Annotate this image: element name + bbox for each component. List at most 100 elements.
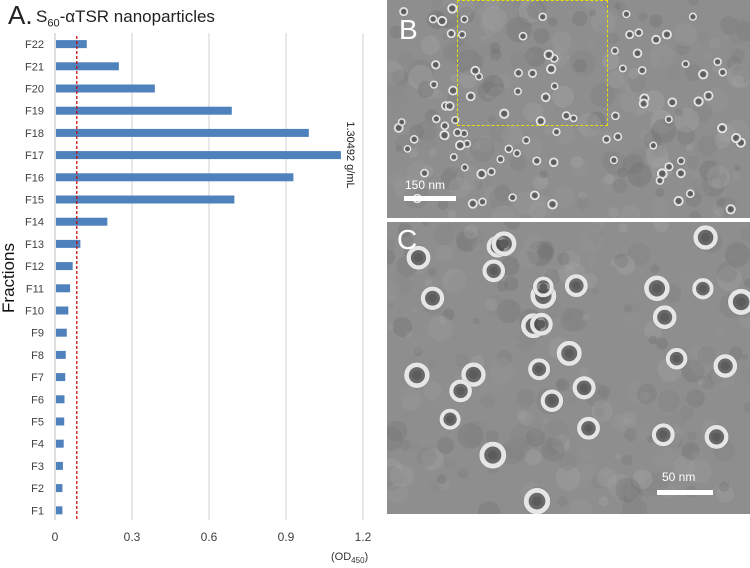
nanoparticle <box>561 111 571 121</box>
background-texture <box>715 207 725 217</box>
background-texture <box>736 20 750 41</box>
nanoparticle <box>491 230 517 257</box>
background-texture <box>502 124 523 146</box>
background-texture <box>392 275 412 296</box>
background-texture <box>411 307 418 314</box>
background-texture <box>713 204 723 214</box>
background-texture <box>732 75 744 87</box>
background-texture <box>559 452 577 471</box>
title-subscript: 60 <box>47 17 60 30</box>
unit-end: ) <box>364 551 369 563</box>
background-texture <box>504 222 521 230</box>
background-texture <box>697 378 705 386</box>
background-texture <box>552 434 571 453</box>
background-texture <box>585 39 596 49</box>
category-label: F19 <box>25 106 44 118</box>
background-texture <box>479 393 495 409</box>
background-texture <box>508 201 526 218</box>
background-texture <box>418 80 429 91</box>
background-texture <box>438 315 447 324</box>
title-rest: -αTSR nanoparticles <box>59 7 215 26</box>
background-texture <box>692 101 713 123</box>
background-texture <box>582 313 590 321</box>
background-texture <box>549 273 558 283</box>
background-texture <box>535 48 542 55</box>
background-texture <box>516 25 525 33</box>
background-texture <box>702 173 725 197</box>
background-texture <box>482 367 509 394</box>
nanoparticle <box>467 198 478 209</box>
background-texture <box>392 68 409 86</box>
category-label: F14 <box>25 217 44 229</box>
background-texture <box>556 378 570 392</box>
nanoparticle <box>703 90 714 101</box>
background-texture <box>484 295 508 319</box>
background-texture <box>697 135 718 156</box>
background-texture <box>632 469 653 490</box>
background-texture <box>513 0 521 9</box>
nanoparticle <box>513 68 524 78</box>
background-texture <box>618 223 628 233</box>
background-texture <box>716 266 742 292</box>
background-texture <box>529 0 549 12</box>
background-texture <box>597 467 617 488</box>
background-texture <box>679 143 687 151</box>
background-texture <box>716 197 726 207</box>
bar <box>56 195 235 204</box>
background-texture <box>586 254 597 266</box>
background-texture <box>482 6 507 31</box>
nanoparticle <box>676 156 686 166</box>
background-texture <box>514 337 521 345</box>
x-tick-label: 0.3 <box>124 530 141 544</box>
nanoparticle <box>713 353 738 379</box>
background-texture <box>590 9 616 34</box>
background-texture <box>674 107 700 133</box>
micrograph-b-image <box>387 0 750 218</box>
background-texture <box>522 443 539 460</box>
nanoparticle <box>439 408 461 430</box>
background-texture <box>422 222 429 227</box>
nanoparticle <box>476 168 487 180</box>
background-texture <box>489 86 505 102</box>
background-texture <box>628 67 640 79</box>
nanoparticle <box>461 362 486 388</box>
background-texture <box>639 205 647 213</box>
background-texture <box>590 83 615 108</box>
background-texture <box>599 23 608 32</box>
background-texture <box>724 33 732 41</box>
background-texture <box>483 185 499 201</box>
nanoparticle <box>634 28 644 37</box>
x-tick-label: 1.2 <box>355 530 372 544</box>
background-texture <box>696 153 720 176</box>
background-texture <box>387 71 408 98</box>
background-texture <box>437 474 447 484</box>
background-texture <box>479 38 495 54</box>
background-texture <box>710 204 727 218</box>
background-texture <box>612 87 619 94</box>
background-texture <box>527 240 553 267</box>
background-texture <box>424 278 433 287</box>
background-texture <box>400 233 414 246</box>
bar-chart: F1 F2 F3 F4 F5 F6 F7 F8 F9 F10 F11 F12 F13 F14 F15 F16 F… <box>0 33 372 544</box>
background-texture <box>387 458 403 482</box>
background-texture <box>485 430 499 444</box>
nanoparticle <box>449 153 458 162</box>
category-label: F12 <box>25 261 44 273</box>
nanoparticle <box>465 91 476 102</box>
background-texture <box>493 84 506 97</box>
nanoparticle <box>643 275 670 302</box>
nanoparticle <box>496 155 505 164</box>
background-texture <box>437 478 451 491</box>
background-texture <box>594 407 604 417</box>
background-texture <box>627 162 652 188</box>
background-texture <box>560 307 585 332</box>
background-texture <box>428 359 437 368</box>
background-texture <box>413 346 424 357</box>
nanoparticle <box>420 286 445 311</box>
background-texture <box>576 197 589 210</box>
background-texture <box>504 432 522 450</box>
nanoparticle <box>478 197 487 207</box>
background-texture <box>590 26 615 51</box>
background-texture <box>724 18 750 44</box>
background-texture <box>652 448 675 470</box>
